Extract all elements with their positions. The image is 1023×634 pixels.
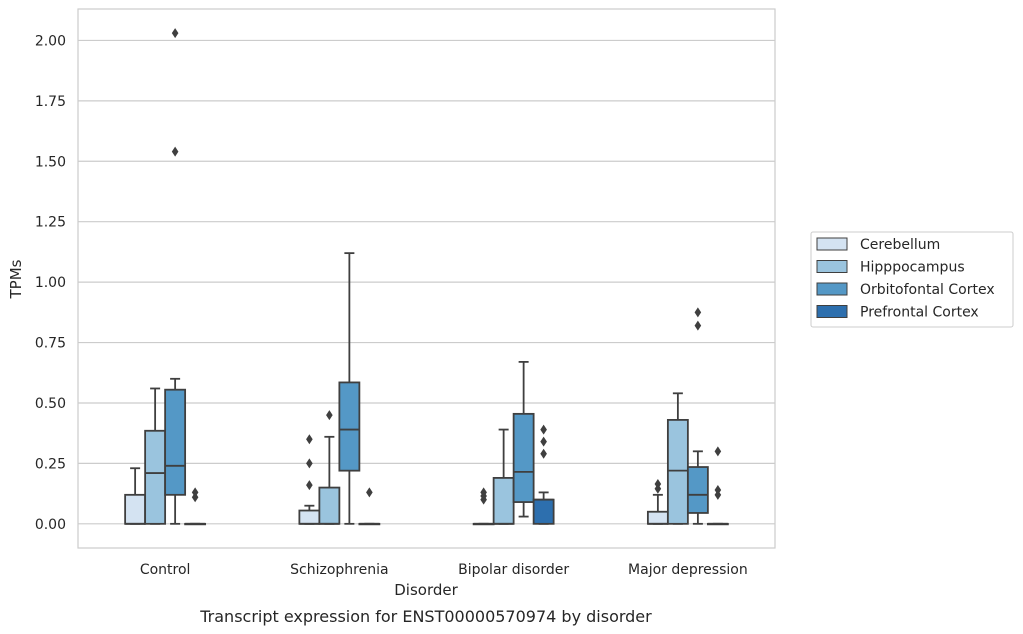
outlier-point (171, 146, 179, 157)
boxplots (124, 28, 729, 526)
y-tick-label: 1.25 (35, 215, 66, 231)
box-prefrontal-cortex (706, 446, 729, 526)
y-tick-label: 0.75 (35, 336, 66, 352)
x-tick-label: Schizophrenia (290, 562, 388, 578)
box-cerebellum (124, 467, 147, 525)
legend-swatch (816, 282, 848, 296)
box-cerebellum (298, 434, 321, 525)
box-body (532, 498, 555, 525)
legend-label: Orbitofontal Cortex (860, 282, 995, 298)
legend-label: Hipppocampus (860, 260, 965, 276)
box-body (512, 412, 535, 503)
box-body (686, 466, 709, 514)
box-prefrontal-cortex (532, 424, 555, 525)
outlier-point (694, 320, 702, 331)
box-cerebellum (646, 478, 669, 525)
outlier-point (694, 307, 702, 318)
legend-swatch (816, 260, 848, 273)
box-orbitofontal-cortex (164, 28, 187, 525)
box-body (492, 477, 515, 525)
legend-swatch (816, 237, 848, 251)
box-body (338, 381, 361, 472)
box-body (124, 493, 147, 525)
outlier-point (540, 436, 547, 447)
outlier-point (306, 480, 313, 491)
outlier-point (306, 434, 313, 445)
gridlines (78, 39, 775, 525)
y-tick-label: 1.75 (35, 94, 66, 110)
box-hipppocampus (318, 410, 341, 525)
box-body (164, 388, 187, 496)
x-axis-title: Disorder (394, 581, 458, 599)
legend-swatch (816, 305, 848, 318)
y-tick-label: 2.00 (35, 33, 66, 49)
box-orbitofontal-cortex (512, 360, 535, 518)
x-tick-label: Major depression (628, 562, 748, 578)
box-prefrontal-cortex (358, 487, 381, 526)
y-tick-label: 1.00 (35, 275, 66, 291)
x-tick-labels: Control Schizophrenia Bipolar disorder Majo… (140, 562, 748, 578)
box-body (144, 429, 167, 525)
box-orbitofontal-cortex (686, 307, 709, 525)
chart-caption: Transcript expression for ENST0000057097… (199, 607, 652, 626)
outlier-point (171, 28, 179, 39)
outlier-point (191, 487, 199, 498)
box-hipppocampus (144, 387, 167, 525)
outlier-point (366, 487, 373, 498)
outlier-point (714, 484, 722, 495)
y-tick-label: 0.00 (35, 517, 66, 533)
plot-frame (77, 8, 776, 549)
box-orbitofontal-cortex (338, 252, 361, 525)
outlier-point (540, 448, 547, 459)
legend: Cerebellum Hipppocampus Orbitofontal Corte… (810, 231, 1014, 328)
box-body (646, 510, 669, 525)
legend-label: Prefrontal Cortex (860, 305, 979, 321)
box-body (666, 418, 689, 525)
y-tick-label: 1.50 (35, 154, 66, 170)
outlier-point (306, 458, 313, 469)
box-hipppocampus (492, 428, 515, 525)
legend-frame (810, 231, 1014, 328)
box-hipppocampus (666, 392, 689, 525)
box-cerebellum (472, 487, 495, 526)
box-body (298, 509, 321, 525)
y-tick-label: 0.50 (35, 396, 66, 412)
y-axis-title: TPMs (7, 259, 25, 299)
x-tick-label: Bipolar disorder (458, 562, 569, 578)
box-body (318, 486, 341, 525)
outlier-point (540, 424, 547, 435)
outlier-point (714, 446, 722, 457)
outlier-point (480, 487, 487, 498)
x-tick-label: Control (140, 562, 191, 578)
outlier-point (326, 410, 333, 421)
legend-label: Cerebellum (860, 237, 940, 253)
outlier-point (654, 478, 662, 489)
y-tick-labels: 0.00 0.25 0.50 0.75 1.00 1.25 1.50 1.75 2.00 (35, 33, 66, 532)
y-tick-label: 0.25 (35, 456, 66, 472)
box-prefrontal-cortex (184, 487, 207, 526)
